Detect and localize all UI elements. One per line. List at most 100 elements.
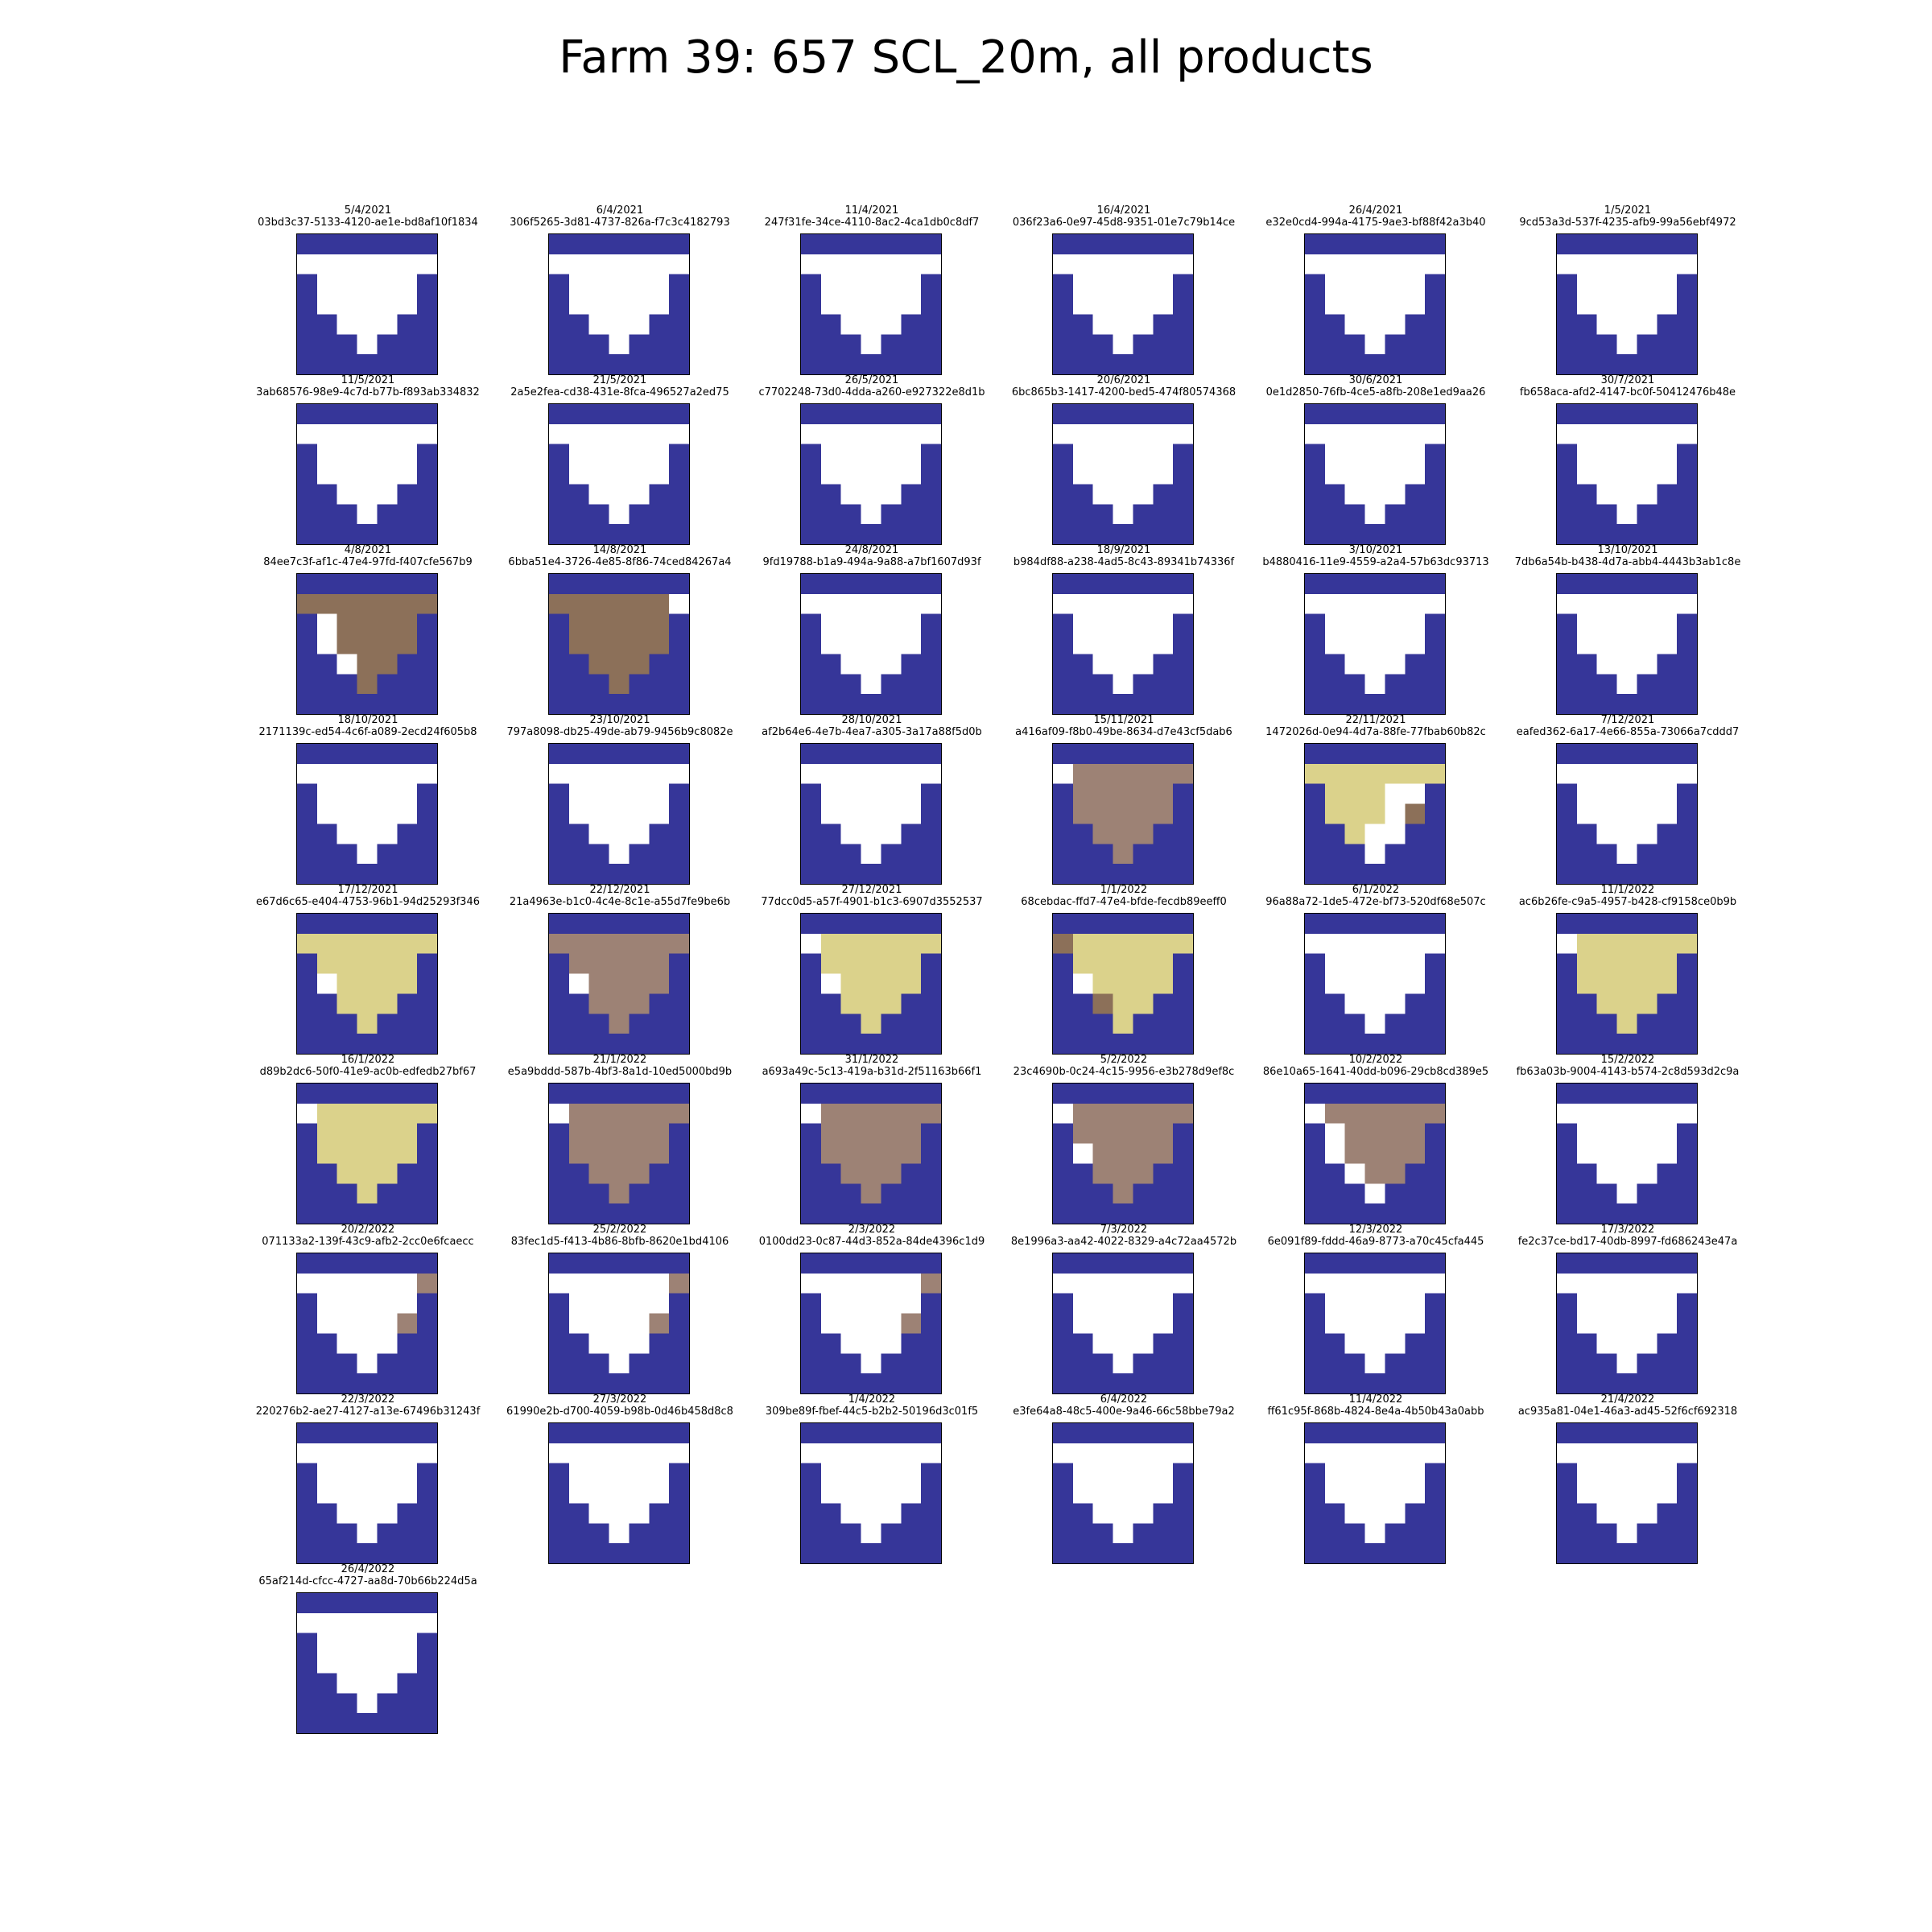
scl-pixel bbox=[1072, 294, 1094, 315]
scl-pixel bbox=[820, 1123, 842, 1145]
scl-pixel bbox=[1677, 484, 1697, 505]
scl-pixel bbox=[1092, 484, 1114, 505]
scl-pixel bbox=[549, 783, 570, 805]
scl-pixel bbox=[549, 1034, 570, 1054]
scl-pixel bbox=[1344, 1123, 1366, 1145]
scl-pixel bbox=[1072, 824, 1094, 844]
scl-pixel bbox=[297, 464, 318, 485]
scl-pixel bbox=[1344, 1523, 1366, 1544]
scl-pixel bbox=[588, 1034, 610, 1054]
scl-pixel bbox=[881, 1143, 902, 1164]
scl-pixel bbox=[1616, 234, 1637, 255]
scl-pixel bbox=[397, 763, 418, 785]
scl-pixel bbox=[669, 234, 689, 255]
scl-pixel bbox=[316, 444, 338, 465]
scl-pixel bbox=[901, 524, 922, 544]
scl-pixel bbox=[609, 864, 630, 884]
scl-pixel bbox=[568, 354, 590, 374]
scl-pixel bbox=[568, 1103, 590, 1125]
scl-pixel bbox=[1305, 423, 1326, 445]
scl-pixel bbox=[1053, 314, 1074, 335]
scl-pixel bbox=[336, 524, 358, 544]
scl-panel: 2/3/2022 0100dd23-0c87-44d3-852a-84de4396… bbox=[745, 1224, 998, 1394]
scl-pixel bbox=[861, 1543, 881, 1563]
scl-pixel bbox=[861, 1443, 881, 1464]
scl-pixel bbox=[377, 1713, 398, 1733]
scl-image bbox=[800, 1253, 942, 1394]
scl-pixel bbox=[1557, 844, 1578, 865]
scl-pixel bbox=[357, 1143, 378, 1164]
scl-pixel bbox=[336, 504, 358, 525]
scl-pixel bbox=[1305, 914, 1326, 935]
scl-pixel bbox=[1557, 694, 1578, 714]
scl-pixel bbox=[1576, 744, 1598, 765]
scl-pixel bbox=[1113, 1353, 1133, 1374]
scl-pixel bbox=[820, 1143, 842, 1164]
scl-image bbox=[296, 573, 438, 715]
scl-pixel bbox=[1596, 1353, 1618, 1374]
scl-pixel bbox=[1133, 354, 1154, 374]
scl-pixel bbox=[1677, 763, 1697, 785]
scl-pixel bbox=[1425, 953, 1445, 975]
scl-pixel bbox=[649, 993, 670, 1014]
scl-pixel bbox=[1324, 404, 1346, 425]
panel-date: 20/6/2021 bbox=[1096, 374, 1151, 386]
scl-panel: 25/2/2022 83fec1d5-f413-4b86-8bfb-8620e1b… bbox=[493, 1224, 746, 1394]
scl-panel: 15/2/2022 fb63a03b-9004-4143-b574-2c8d593… bbox=[1501, 1054, 1754, 1224]
scl-pixel bbox=[1385, 593, 1406, 615]
scl-pixel bbox=[1616, 783, 1637, 805]
scl-pixel bbox=[1385, 914, 1406, 935]
scl-pixel bbox=[820, 524, 842, 544]
scl-pixel bbox=[336, 1293, 358, 1315]
scl-pixel bbox=[1405, 464, 1426, 485]
scl-pixel bbox=[316, 1313, 338, 1334]
scl-pixel bbox=[357, 973, 378, 994]
scl-pixel bbox=[1677, 1123, 1697, 1145]
scl-pixel bbox=[1637, 1543, 1657, 1563]
scl-pixel bbox=[357, 694, 378, 714]
scl-pixel bbox=[801, 444, 822, 465]
scl-pixel bbox=[1092, 1503, 1114, 1524]
scl-pixel bbox=[417, 1483, 437, 1504]
scl-pixel bbox=[316, 613, 338, 635]
scl-pixel bbox=[1305, 1034, 1326, 1054]
scl-pixel bbox=[1576, 234, 1598, 255]
scl-pixel bbox=[881, 1123, 902, 1145]
scl-pixel bbox=[588, 234, 610, 255]
scl-pixel bbox=[1677, 844, 1697, 865]
scl-pixel bbox=[881, 1443, 902, 1464]
scl-pixel bbox=[1173, 634, 1193, 654]
scl-pixel bbox=[1616, 933, 1637, 955]
scl-pixel bbox=[801, 1313, 822, 1334]
scl-pixel bbox=[417, 1123, 437, 1145]
scl-pixel bbox=[1344, 864, 1366, 884]
scl-pixel bbox=[1425, 993, 1445, 1014]
scl-pixel bbox=[820, 1103, 842, 1125]
panel-product-id: fe2c37ce-bd17-40db-8997-fd686243e47a bbox=[1517, 1236, 1738, 1248]
scl-pixel bbox=[1385, 844, 1406, 865]
scl-pixel bbox=[1557, 1313, 1578, 1334]
scl-pixel bbox=[1113, 274, 1133, 295]
scl-pixel bbox=[1657, 694, 1678, 714]
scl-pixel bbox=[1596, 1163, 1618, 1184]
scl-pixel bbox=[297, 1443, 318, 1464]
scl-pixel bbox=[1405, 1203, 1426, 1224]
scl-pixel bbox=[1053, 1273, 1074, 1294]
scl-pixel bbox=[1425, 1123, 1445, 1145]
scl-pixel bbox=[316, 334, 338, 355]
scl-pixel bbox=[1173, 504, 1193, 525]
scl-pixel bbox=[1385, 1503, 1406, 1524]
scl-pixel bbox=[357, 274, 378, 295]
scl-pixel bbox=[1092, 973, 1114, 994]
panel-product-id: eafed362-6a17-4e66-855a-73066a7cddd7 bbox=[1516, 726, 1740, 738]
scl-pixel bbox=[377, 803, 398, 824]
scl-pixel bbox=[669, 864, 689, 884]
scl-pixel bbox=[1173, 274, 1193, 295]
scl-pixel bbox=[840, 953, 862, 975]
scl-pixel bbox=[609, 1523, 630, 1544]
scl-image bbox=[296, 1592, 438, 1734]
scl-pixel bbox=[1657, 674, 1678, 695]
scl-pixel bbox=[901, 1253, 922, 1274]
scl-pixel bbox=[1053, 973, 1074, 994]
scl-pixel bbox=[336, 1633, 358, 1654]
